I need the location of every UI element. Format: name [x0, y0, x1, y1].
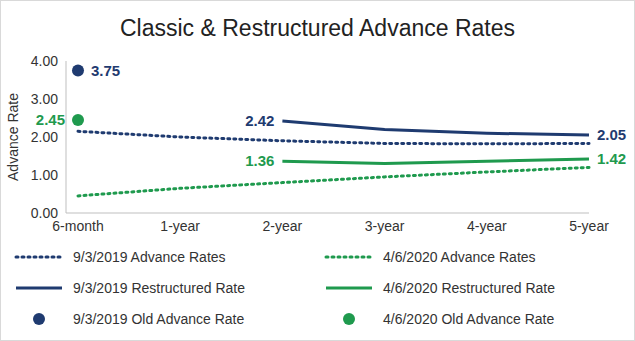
- html-text:9/3/2019 Restructured Rate: 9/3/2019 Restructured Rate: [73, 279, 245, 296]
- svg-text:2.42: 2.42: [245, 112, 274, 129]
- html-text:4/6/2020 Old Advance Rate: 4/6/2020 Old Advance Rate: [383, 310, 555, 327]
- svg-text:2-year: 2-year: [263, 218, 303, 234]
- svg-text:4.00: 4.00: [31, 53, 58, 69]
- svg-text:Advance Rate: Advance Rate: [8, 93, 21, 181]
- svg-text:4-year: 4-year: [467, 218, 507, 234]
- svg-text:2.45: 2.45: [36, 111, 65, 128]
- svg-text:0.00: 0.00: [31, 205, 58, 221]
- svg-text:3.75: 3.75: [91, 62, 120, 79]
- svg-text:3-year: 3-year: [365, 218, 405, 234]
- svg-text:1.36: 1.36: [245, 152, 274, 169]
- svg-text:1.42: 1.42: [597, 150, 626, 167]
- svg-text:6-month: 6-month: [52, 218, 103, 234]
- svg-text:3.00: 3.00: [31, 91, 58, 107]
- svg-text:2.05: 2.05: [597, 126, 626, 143]
- svg-text:2.00: 2.00: [31, 129, 58, 145]
- svg-text:1.00: 1.00: [31, 167, 58, 183]
- svg-text:1-year: 1-year: [160, 218, 200, 234]
- svg-text:5-year: 5-year: [569, 218, 609, 234]
- html-text:9/3/2019 Advance Rates: 9/3/2019 Advance Rates: [73, 248, 226, 265]
- html-text:4/6/2020 Restructured Rate: 4/6/2020 Restructured Rate: [383, 279, 555, 296]
- html-text:Classic & Restructured Advance: Classic & Restructured Advance Rates: [120, 15, 515, 41]
- html-text:4/6/2020 Advance Rates: 4/6/2020 Advance Rates: [383, 248, 536, 265]
- html-text:9/3/2019 Old Advance Rate: 9/3/2019 Old Advance Rate: [73, 310, 245, 327]
